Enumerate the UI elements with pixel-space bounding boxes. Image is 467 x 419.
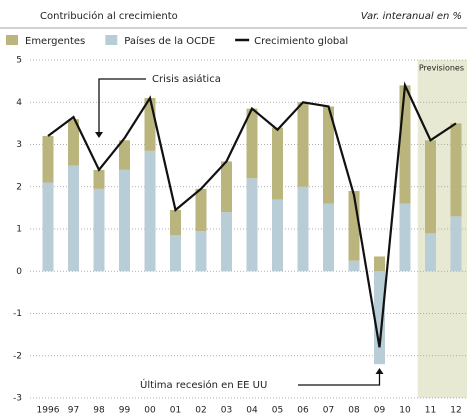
x-tick-label: 04 [246,406,258,416]
bar [348,260,360,272]
x-tick-label: 1996 [37,406,60,416]
x-tick-label: 11 [425,406,436,416]
y-tick-label: 2 [16,182,22,192]
bar [425,140,436,234]
bar [374,271,385,365]
y-tick-label: 3 [16,140,22,150]
bar [68,165,79,272]
legend-label: Emergentes [25,36,85,47]
bar [42,182,54,272]
bar [119,169,130,272]
bar [246,178,258,272]
bar [221,161,232,213]
x-tick-label: 03 [221,406,232,416]
bar [144,98,156,151]
bar [348,190,360,261]
y-tick-label: -3 [13,394,22,404]
bar [93,188,105,272]
bar [68,119,79,166]
x-tick-label: 10 [399,406,411,416]
forecast-label: Previsiones [419,64,464,73]
x-tick-label: 06 [297,406,309,416]
x-tick-label: 98 [93,406,105,416]
bar [170,235,181,272]
annotation-arrow [98,78,146,132]
bar [144,150,156,272]
x-tick-label: 09 [374,406,386,416]
bar [374,256,385,272]
bar [272,199,283,272]
bar [399,203,411,272]
x-tick-label: 07 [323,406,334,416]
x-tick-label: 97 [68,406,79,416]
y-tick-label: 1 [16,225,22,235]
y-tick-label: -1 [13,309,22,319]
bar [195,188,207,232]
bar [42,136,54,183]
x-tick-label: 12 [450,406,461,416]
bar [93,169,105,189]
y-tick-label: 4 [16,98,22,108]
y-tick-label: 0 [16,267,22,277]
y-tick-label: 5 [16,56,22,66]
bar [272,127,283,200]
bar [399,85,411,204]
x-tick-label: 05 [272,406,283,416]
bar [323,203,334,272]
x-tick-label: 99 [119,406,131,416]
bar [195,231,207,272]
x-tick-label: 08 [348,406,360,416]
annotation: Crisis asiática [152,73,221,85]
bar [450,216,462,272]
bar [297,102,309,187]
bar [450,123,462,217]
bar [297,186,309,272]
arrow-head [375,368,384,374]
x-tick-label: 01 [170,406,181,416]
legend-swatch [105,35,118,45]
annotation-arrow [298,374,381,386]
arrow-head [95,132,103,138]
annotation: Última recesión en EE UU [140,378,267,391]
unit-label: Var. interanual en % [361,11,462,22]
legend-swatch [6,35,18,45]
bar [323,106,334,204]
bar [221,212,232,272]
y-tick-label: -2 [13,351,22,361]
bar [170,209,181,236]
x-tick-label: 02 [195,406,206,416]
x-tick-label: 00 [144,406,156,416]
legend-label: Países de la OCDE [124,35,215,47]
bar [119,140,130,170]
chart-subtitle: Contribución al crecimiento [40,10,178,22]
line-series [47,81,457,348]
bar [246,108,258,179]
legend-label: Crecimiento global [254,36,348,47]
bar [425,233,436,272]
